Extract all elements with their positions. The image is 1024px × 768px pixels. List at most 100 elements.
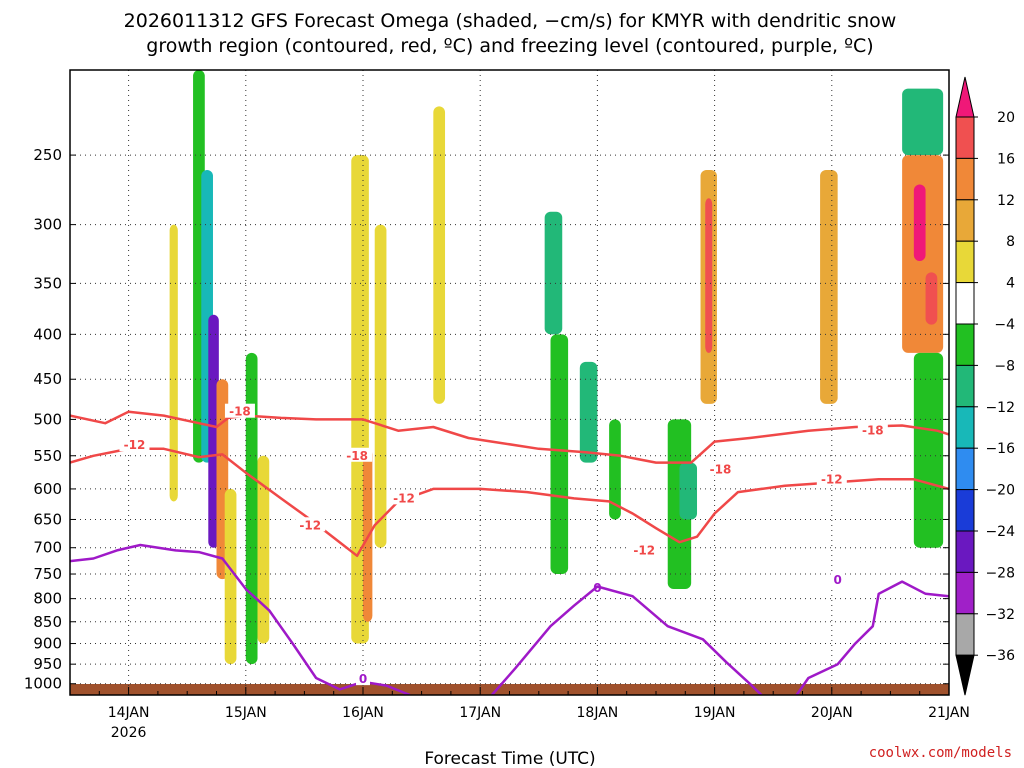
y-tick-label: 300 <box>33 216 62 234</box>
y-tick-label: 800 <box>33 590 62 608</box>
colorbar-label: 12 <box>997 193 1015 209</box>
contour-label-bg <box>356 671 370 686</box>
colorbar-bottom-triangle <box>955 654 975 696</box>
contour-label-bg <box>705 461 736 476</box>
omega-cell <box>550 334 569 575</box>
colorbar-label: −36 <box>985 648 1015 664</box>
colorbar-box <box>955 530 975 573</box>
contour-label-bg <box>295 517 326 532</box>
contour-label: -18 <box>862 424 884 438</box>
contour-label-bg <box>224 403 255 418</box>
omega-cell <box>705 198 713 353</box>
contour-label: 0 <box>833 573 841 587</box>
colorbar-label: 4 <box>1006 276 1015 292</box>
colorbar-label: 16 <box>997 151 1015 167</box>
chart-title-line2: growth region (contoured, red, ºC) and f… <box>146 35 873 57</box>
omega-cell <box>679 462 698 520</box>
time-axis: 14JAN 15JAN 16JAN 17JAN 18JAN 19JAN 20JAN 21JAN… <box>69 687 970 741</box>
colorbar-label: −16 <box>985 441 1015 457</box>
contour-label: -12 <box>821 472 843 486</box>
contour-line <box>795 580 949 695</box>
contour-line <box>70 543 411 695</box>
colorbar-box <box>955 323 975 366</box>
x-tick-label: 16JAN <box>342 705 384 721</box>
colorbar-box <box>955 282 975 325</box>
omega-cell <box>169 224 178 502</box>
omega-cell <box>245 352 258 665</box>
x-tick-label: 15JAN <box>225 705 267 721</box>
contour-label: -18 <box>710 462 732 476</box>
omega-shading <box>169 70 944 665</box>
pressure-axis: 250 300 350 400 450 500 550 600 650 700 750 800 850 9… <box>24 146 949 693</box>
y-tick-label: 400 <box>33 325 62 343</box>
omega-cell <box>544 211 563 335</box>
contour-label-bg <box>389 490 420 505</box>
contour-label-bg <box>816 471 847 486</box>
colorbar-label: −12 <box>985 400 1015 416</box>
contour-line <box>70 410 949 464</box>
colorbar-box <box>955 199 975 242</box>
colorbar-box <box>955 157 975 201</box>
credit-text: coolwx.com/models <box>869 745 1012 761</box>
contour-line <box>70 447 949 558</box>
contour-label: -18 <box>346 449 368 463</box>
y-tick-label: 600 <box>33 480 62 498</box>
y-tick-label: 650 <box>33 510 62 528</box>
chart-title-line1: 2026011312 GFS Forecast Omega (shaded, −… <box>124 10 897 32</box>
omega-cell <box>820 170 838 404</box>
y-tick-label: 850 <box>33 613 62 631</box>
contour-label: -12 <box>124 438 146 452</box>
y-tick-label: 450 <box>33 370 62 388</box>
y-tick-label: 700 <box>33 539 62 557</box>
colorbar: 20 16 12 8 4 −4 −8 −12 −16 −20 −24 −28 −32 −36 <box>955 76 1015 696</box>
contour-label: -12 <box>393 491 415 505</box>
x-axis-label: Forecast Time (UTC) <box>424 749 595 768</box>
omega-cell <box>913 184 926 261</box>
colorbar-label: −8 <box>994 358 1015 374</box>
colorbar-box <box>955 613 975 656</box>
x-tick-label: 21JAN <box>928 705 970 721</box>
omega-cell <box>257 455 270 644</box>
contour-label-bg <box>342 447 373 462</box>
y-tick-label: 750 <box>33 565 62 583</box>
contour-label: -12 <box>633 543 655 557</box>
omega-cell <box>925 272 938 325</box>
x-tick-label: 19JAN <box>694 705 736 721</box>
x-year-label: 2026 <box>111 725 147 741</box>
colorbar-label: 8 <box>1006 234 1015 250</box>
omega-cell <box>433 106 446 404</box>
colorbar-box <box>955 406 975 449</box>
y-tick-label: 550 <box>33 447 62 465</box>
omega-cell <box>208 314 219 548</box>
colorbar-label: −20 <box>985 483 1015 499</box>
y-tick-label: 250 <box>33 146 62 164</box>
x-tick-label: 14JAN <box>108 705 150 721</box>
contour-label-bg <box>629 542 660 557</box>
omega-cell <box>913 352 944 548</box>
x-tick-label: 20JAN <box>811 705 853 721</box>
x-tick-label: 18JAN <box>577 705 619 721</box>
colorbar-label: −24 <box>985 524 1015 540</box>
omega-cell <box>902 88 944 156</box>
omega-cell <box>224 488 237 665</box>
y-tick-label: 1000 <box>24 675 62 693</box>
contour-label-bg <box>119 437 150 452</box>
contour-label: -12 <box>299 518 321 532</box>
colorbar-box <box>955 489 975 532</box>
ground-strip <box>70 684 949 695</box>
omega-cell <box>579 361 598 463</box>
contour-label-bg <box>857 422 888 437</box>
colorbar-label: −32 <box>985 607 1015 623</box>
contour-label-bg <box>830 572 845 587</box>
y-tick-label: 900 <box>33 635 62 653</box>
colorbar-box <box>955 447 975 491</box>
colorbar-box <box>955 116 975 159</box>
contour-line <box>490 585 763 695</box>
omega-cell <box>609 419 621 520</box>
colorbar-label: −4 <box>994 317 1015 333</box>
y-tick-label: 950 <box>33 655 62 673</box>
contour-label: -18 <box>229 405 251 419</box>
colorbar-box <box>955 240 975 284</box>
